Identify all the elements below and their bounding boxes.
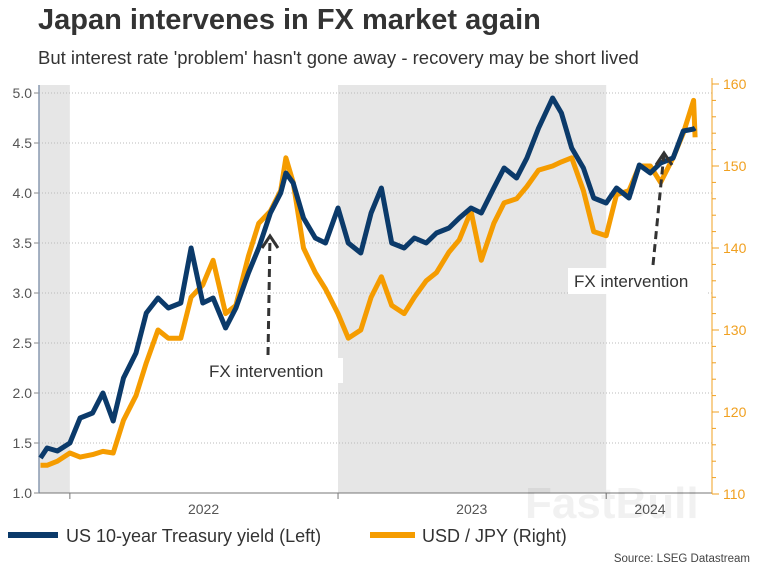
x-tick-label: 2022 <box>188 501 219 517</box>
source-note: Source: LSEG Datastream <box>614 553 750 565</box>
right-tick-label: 110 <box>723 486 746 502</box>
left-tick-label: 2.5 <box>13 335 33 351</box>
annotation-box <box>203 358 343 383</box>
left-tick-label: 2.0 <box>13 385 33 401</box>
annotation-label: FX intervention <box>574 272 688 291</box>
chart-title: Japan intervenes in FX market again <box>38 4 541 36</box>
right-tick-label: 120 <box>723 404 747 420</box>
right-tick-label: 160 <box>723 76 747 92</box>
watermark: FastBull <box>525 479 699 528</box>
left-tick-label: 3.5 <box>13 235 33 251</box>
chart-subtitle: But interest rate 'problem' hasn't gone … <box>38 47 639 68</box>
yield-line <box>38 95 697 460</box>
left-tick-label: 3.0 <box>13 285 33 301</box>
annotation-arrow <box>651 152 666 266</box>
left-tick-label: 1.0 <box>13 485 33 501</box>
legend-label-yield: US 10-year Treasury yield (Left) <box>66 526 321 546</box>
x-tick-label: 2024 <box>634 501 665 517</box>
annotation-label: FX intervention <box>209 362 323 381</box>
left-tick-label: 5.0 <box>13 85 33 101</box>
left-tick-label: 4.5 <box>13 135 33 151</box>
legend-label-usdjpy: USD / JPY (Right) <box>422 526 567 546</box>
right-tick-label: 130 <box>723 322 747 338</box>
right-tick-label: 150 <box>723 158 747 174</box>
annotation-box <box>568 268 706 294</box>
arrowhead-icon <box>260 233 280 249</box>
shaded-period-0 <box>39 85 70 493</box>
left-tick-label: 1.5 <box>13 435 33 451</box>
arrowhead-icon <box>654 150 674 166</box>
x-tick-label: 2023 <box>456 501 487 517</box>
usdjpy-line <box>40 97 698 468</box>
shaded-period-1 <box>338 85 607 493</box>
right-tick-label: 140 <box>723 240 747 256</box>
left-tick-label: 4.0 <box>13 185 33 201</box>
annotation-arrow <box>266 235 272 356</box>
